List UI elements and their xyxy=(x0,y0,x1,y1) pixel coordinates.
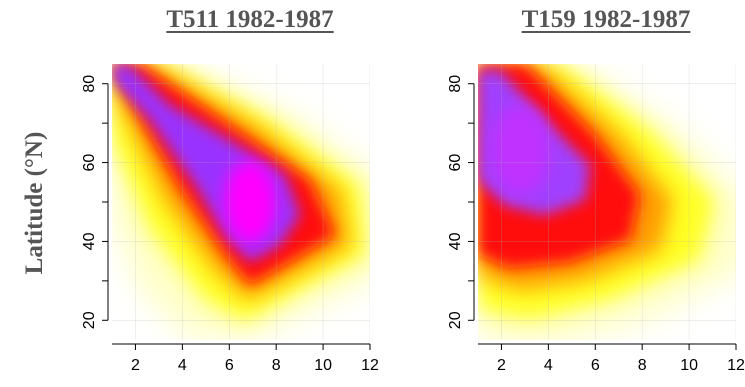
x-tick-label-t511: 4 xyxy=(178,357,187,374)
x-tick-label-t511: 8 xyxy=(272,357,281,374)
heatmap-panel-t159: 2 4 6 8 10 12 20 40 60 80 xyxy=(447,64,745,374)
y-tick-label-t159: 80 xyxy=(447,75,464,93)
y-tick-label-t511: 20 xyxy=(81,311,98,329)
density-field-t511 xyxy=(112,64,370,340)
density-peak-magenta-t159 xyxy=(490,105,550,195)
x-tick-label-t511: 6 xyxy=(225,357,234,374)
chart-title-t159: T159 1982-1987 xyxy=(521,6,691,33)
y-axis-t159: 20 40 60 80 xyxy=(447,75,475,329)
x-tick-label-t159: 6 xyxy=(591,357,600,374)
y-tick-label-t511: 40 xyxy=(81,232,98,250)
x-tick-label-t511: 10 xyxy=(314,357,332,374)
chart-title-t511: T511 1982-1987 xyxy=(166,6,334,33)
y-tick-label-t511: 80 xyxy=(81,75,98,93)
heatmap-panel-t511: 2 4 6 8 10 12 20 40 60 80 xyxy=(81,64,379,374)
density-field-t159 xyxy=(478,64,736,340)
y-tick-label-t159: 40 xyxy=(447,232,464,250)
x-tick-label-t159: 8 xyxy=(638,357,647,374)
y-axis-t511: 20 40 60 80 xyxy=(81,75,109,329)
x-axis-t159: 2 4 6 8 10 12 xyxy=(478,343,745,374)
y-tick-label-t159: 20 xyxy=(447,311,464,329)
grid-t511 xyxy=(112,64,370,340)
x-tick-label-t511: 2 xyxy=(131,357,140,374)
x-tick-label-t159: 10 xyxy=(680,357,698,374)
x-tick-label-t511: 12 xyxy=(361,357,379,374)
x-tick-label-t159: 4 xyxy=(544,357,553,374)
x-tick-label-t159: 2 xyxy=(497,357,506,374)
grid-t159 xyxy=(478,64,736,340)
y-tick-label-t159: 60 xyxy=(447,154,464,172)
y-tick-label-t511: 60 xyxy=(81,154,98,172)
x-tick-label-t159: 12 xyxy=(727,357,745,374)
density-peak-magenta-t511 xyxy=(224,160,276,244)
x-axis-t511: 2 4 6 8 10 12 xyxy=(112,343,379,374)
